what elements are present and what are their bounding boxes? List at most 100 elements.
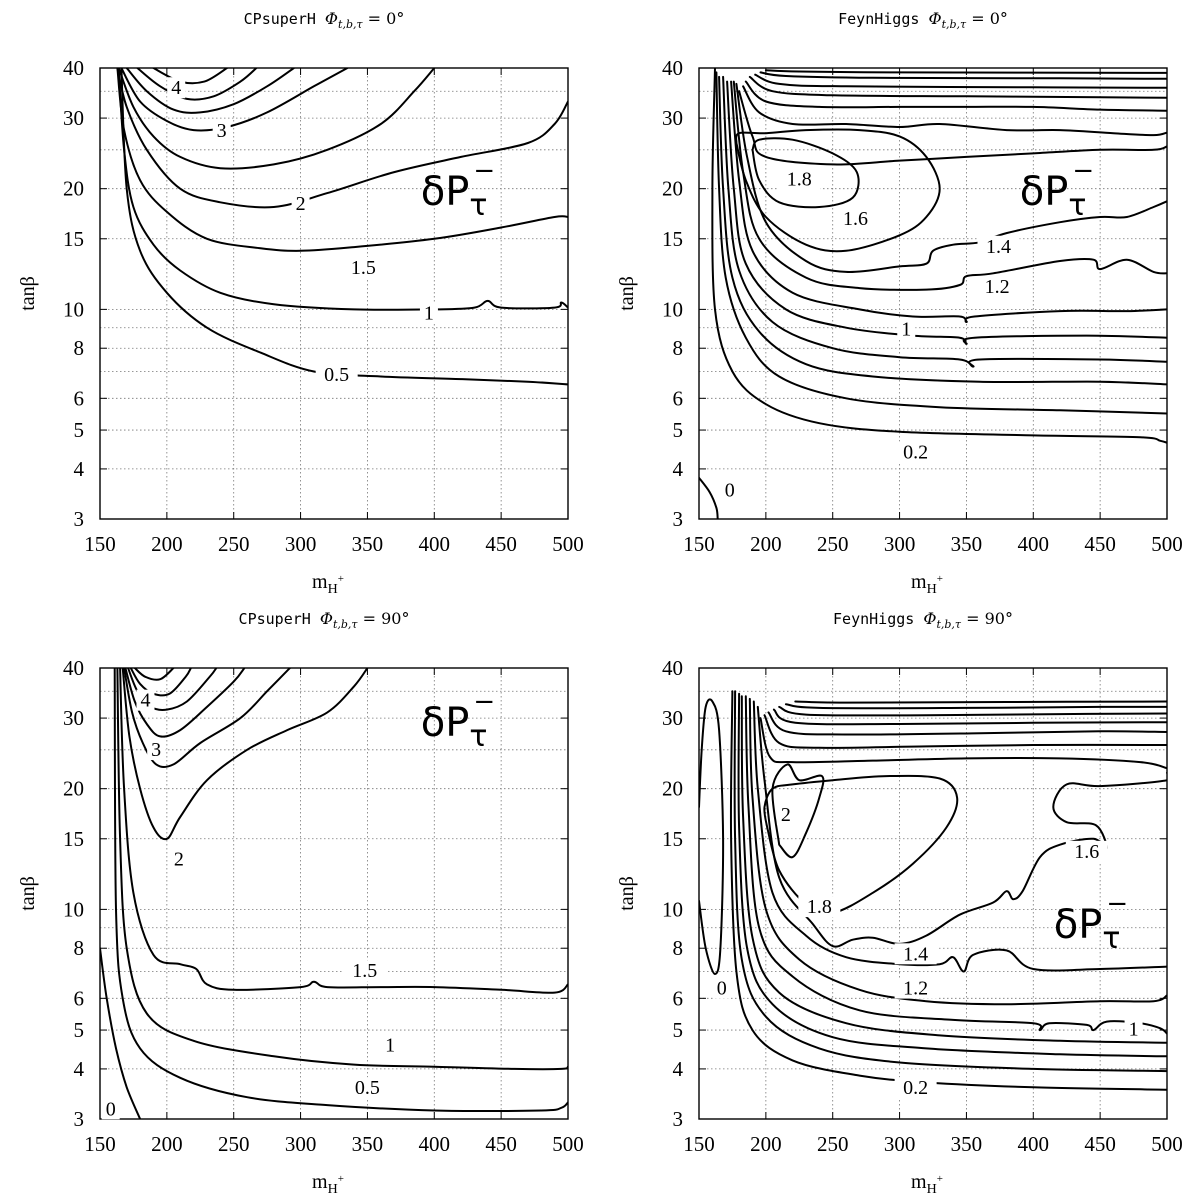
contour-2: [121, 668, 369, 841]
contour-label-bg: [419, 302, 438, 324]
contour-label-bg: [212, 120, 231, 142]
x-tick-label: 250: [218, 1132, 250, 1156]
contour-label-bg: [1065, 840, 1108, 862]
contour-0.2: [711, 68, 1167, 444]
contour-level-label: 0: [106, 1098, 116, 1120]
contour-level-label: 0.5: [324, 364, 349, 386]
x-tick-label: 450: [485, 532, 517, 556]
contour-label-bg: [894, 441, 937, 463]
contour-level-label: 1.4: [986, 236, 1011, 258]
contour-level-label: 2: [781, 804, 791, 826]
contour-lines: [116, 68, 568, 386]
y-tick-label: 15: [63, 827, 84, 851]
contour-label-bg: [798, 896, 841, 918]
x-tick-label: 500: [1151, 532, 1183, 556]
contour-level-label: 4: [140, 690, 150, 712]
contour-line: [123, 668, 291, 769]
y-tick-label: 10: [662, 897, 683, 921]
y-tick-label: 15: [63, 227, 84, 251]
x-tick-label: 250: [218, 532, 250, 556]
contour-1.5: [119, 668, 568, 994]
chart-panel-feynhiggs-0deg: FeynHiggs Φt,b,τ = 0° 150 200 250 300 350 400 4…: [599, 0, 1197, 598]
y-tick-label: 8: [74, 936, 85, 960]
contour-line: [733, 690, 1167, 1073]
contour-line: [726, 80, 1167, 345]
contour-label-bg: [897, 318, 916, 340]
x-tick-label: 500: [552, 1132, 584, 1156]
contour-line: [794, 700, 1167, 704]
x-tick-label: 300: [285, 1132, 317, 1156]
contour-level-label: 3: [151, 739, 161, 761]
y-axis-label: tanβ: [616, 276, 638, 311]
contour-4: [129, 668, 192, 697]
contour-line: [754, 73, 1167, 89]
y-tick-label: 40: [662, 56, 683, 80]
contour-2: [771, 763, 825, 859]
y-tick-label: 5: [74, 1018, 85, 1042]
y-tick-label: 4: [74, 1057, 85, 1081]
contour-level-label: 1.6: [1074, 841, 1099, 863]
contour-1.4: [752, 700, 1167, 973]
contour-level-label: 4: [171, 77, 181, 99]
contour-3: [120, 68, 349, 132]
contour-1: [744, 695, 1167, 1035]
contour-line: [133, 668, 175, 681]
contour-line: [763, 714, 1167, 749]
x-tick-label: 300: [884, 1132, 916, 1156]
contour-line: [715, 71, 1167, 415]
y-tick-label: 4: [673, 457, 684, 481]
contour-level-label: 1.5: [352, 960, 377, 982]
y-tick-label: 8: [673, 936, 684, 960]
x-tick-label: 200: [750, 1132, 782, 1156]
y-tick-label: 4: [673, 1057, 684, 1081]
grid-lines: [100, 668, 568, 1119]
x-tick-label: 350: [352, 532, 384, 556]
contour-level-label: 0.5: [355, 1077, 380, 1099]
x-tick-label: 200: [151, 1132, 183, 1156]
x-tick-label: 500: [1151, 1132, 1183, 1156]
y-tick-label: 40: [662, 656, 683, 680]
y-tick-label: 40: [63, 656, 84, 680]
y-tick-label: 3: [74, 1107, 85, 1131]
y-tick-label: 6: [673, 986, 684, 1010]
y-tick-label: 8: [74, 336, 85, 360]
contour-1.6: [756, 705, 1167, 948]
contour-level-label: 1.4: [903, 943, 928, 965]
contour-line: [117, 68, 436, 170]
y-tick-label: 20: [662, 177, 683, 201]
contour-label-bg: [712, 977, 731, 999]
y-tick-label: 10: [63, 297, 84, 321]
contour-0: [699, 698, 725, 975]
y-tick-label: 5: [74, 418, 85, 442]
contour-lines: [699, 690, 1167, 1091]
contour-0.2: [729, 690, 1167, 1091]
y-tick-label: 30: [662, 106, 683, 130]
contour-level-label: 1.2: [903, 978, 928, 1000]
contour-line: [784, 703, 1167, 710]
contour-label-bg: [291, 193, 310, 215]
contour-plot-svg: FeynHiggs Φt,b,τ = 0°150 200 250 300 350 400 4…: [616, 9, 1183, 597]
contour-1.5: [116, 68, 568, 252]
y-tick-label: 20: [63, 777, 84, 801]
y-tick-label: 5: [673, 418, 684, 442]
y-axis-label: tanβ: [17, 276, 39, 311]
contour-plot-svg: FeynHiggs Φt,b,τ = 90°150 200 250 300 350 400…: [616, 609, 1183, 1197]
y-tick-label: 30: [662, 706, 683, 730]
contour-line: [742, 85, 1167, 137]
contour-label-bg: [381, 1034, 400, 1056]
chart-title: FeynHiggs Φt,b,τ = 0°: [838, 9, 1008, 31]
x-tick-label: 150: [683, 1132, 715, 1156]
contour-label-bg: [778, 168, 821, 190]
y-axis-label: tanβ: [616, 876, 638, 911]
contour-line: [152, 68, 228, 85]
contour-label-bg: [776, 804, 795, 826]
y-tick-label: 3: [673, 507, 684, 531]
y-tick-label: 15: [662, 827, 683, 851]
contour-label-bg: [720, 479, 739, 501]
x-tick-label: 200: [750, 532, 782, 556]
y-tick-label: 10: [662, 297, 683, 321]
y-axis-label: tanβ: [17, 876, 39, 911]
contour-0: [100, 947, 142, 1119]
contour-level-label: 0: [725, 480, 735, 502]
contour-label-bg: [894, 943, 937, 965]
